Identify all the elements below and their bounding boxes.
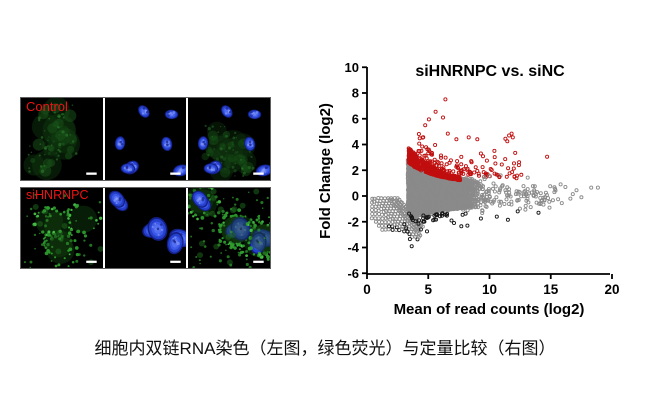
- x-axis-label: Mean of read counts (log2): [394, 301, 585, 318]
- y-tick-label: 6: [352, 111, 359, 126]
- micro-panel-green-sihnrnpc: [21, 188, 103, 268]
- micro-panel-dapi-sihnrnpc: [104, 188, 187, 268]
- microscopy-row-sihnrnpc: siHNRNPC: [20, 187, 271, 269]
- plot-title: siHNRNPC vs. siNC: [415, 63, 565, 80]
- micro-panel-merge-sihnrnpc: [188, 188, 271, 268]
- y-tick-label: -2: [347, 214, 359, 229]
- micro-panel-green-control: [21, 98, 103, 180]
- y-tick-label: 10: [345, 60, 359, 75]
- y-axis-label: Fold Change (log2): [318, 103, 334, 239]
- micro-panel-dapi-control: [104, 98, 187, 180]
- caption-text: 细胞内双链RNA染色（左图，绿色荧光）与定量比较（右图）: [94, 339, 556, 358]
- microscopy-row-control: Control: [20, 97, 271, 181]
- y-tick-label: -6: [347, 266, 359, 281]
- y-tick-label: -4: [347, 240, 359, 255]
- x-tick-label: 5: [424, 282, 432, 297]
- row-label-sihnrnpc: siHNRNPC: [26, 188, 89, 202]
- x-tick-label: 10: [482, 282, 497, 297]
- y-tick-label: 0: [352, 189, 359, 204]
- x-tick-label: 20: [604, 282, 619, 297]
- scatter-points: [369, 97, 600, 249]
- y-tick-label: 4: [352, 137, 360, 152]
- micro-panel-merge-control: [188, 98, 271, 180]
- x-tick-label: 0: [363, 282, 371, 297]
- x-tick-label: 15: [543, 282, 559, 297]
- y-tick-label: 8: [352, 86, 359, 101]
- y-tick-label: 2: [352, 163, 359, 178]
- row-label-control: Control: [26, 99, 68, 114]
